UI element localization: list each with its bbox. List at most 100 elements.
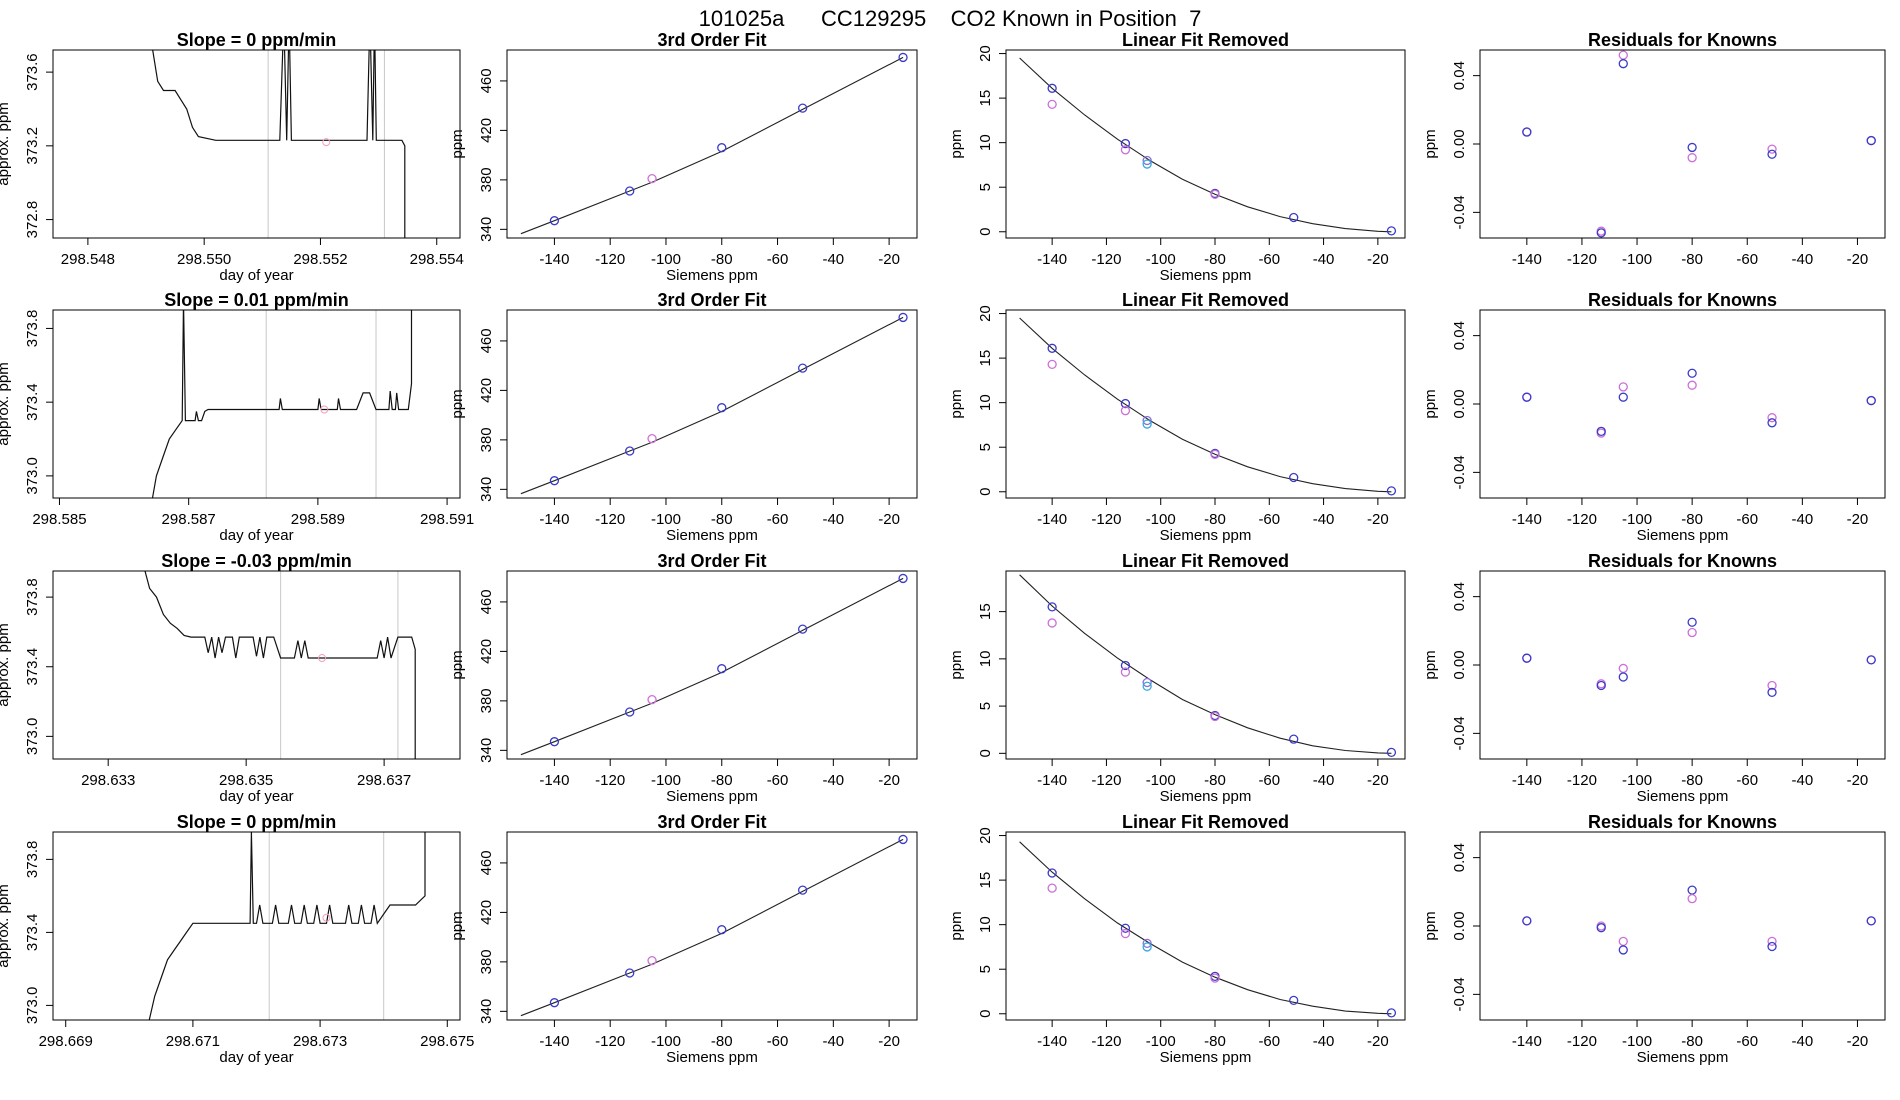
data-point bbox=[1687, 627, 1697, 638]
panel-row4-fit: 3rd Order Fit ppm Siemens ppm -140 -120 -100 -… bbox=[449, 812, 918, 1066]
data-point bbox=[1120, 138, 1131, 149]
panel-title: Residuals for Knowns bbox=[1588, 30, 1777, 50]
x-tick-label: -20 bbox=[878, 511, 900, 528]
x-tick-label: -40 bbox=[822, 511, 844, 528]
x-tick-label: -80 bbox=[1681, 772, 1703, 789]
plot-area bbox=[1522, 617, 1876, 697]
y-tick-label: 0.04 bbox=[1451, 843, 1468, 872]
x-tick-label: 298.637 bbox=[357, 772, 411, 789]
x-axis-label: Siemens ppm bbox=[666, 1049, 758, 1066]
y-tick-label: 373.4 bbox=[24, 648, 41, 686]
y-tick-label: 0.00 bbox=[1451, 389, 1468, 418]
y-tick-label: 15 bbox=[977, 90, 994, 107]
x-tick-label: -60 bbox=[767, 1033, 789, 1050]
y-axis-label: ppm bbox=[948, 911, 965, 940]
x-tick-label: -140 bbox=[539, 772, 569, 789]
data-point bbox=[1120, 398, 1131, 409]
data-point bbox=[1386, 1008, 1397, 1018]
panel-row2-residuals: Residuals for Knowns ppm Siemens ppm -140 -1… bbox=[1422, 290, 1886, 544]
series-marker bbox=[322, 913, 331, 922]
plot-area bbox=[148, 832, 426, 1020]
y-axis-label: ppm bbox=[948, 129, 965, 158]
x-tick-label: -120 bbox=[595, 1033, 625, 1050]
data-point bbox=[1767, 144, 1777, 154]
data-point bbox=[1618, 59, 1628, 69]
y-tick-label: 373.8 bbox=[24, 578, 41, 616]
panel-title: Slope = 0.01 ppm/min bbox=[164, 290, 349, 310]
data-point bbox=[1596, 923, 1606, 933]
y-tick-label: -0.04 bbox=[1451, 195, 1468, 229]
data-point bbox=[1142, 938, 1152, 949]
x-tick-label: -140 bbox=[1512, 772, 1542, 789]
x-tick-label: 298.675 bbox=[420, 1033, 474, 1050]
x-tick-label: 298.589 bbox=[291, 511, 345, 528]
y-tick-label: 373.0 bbox=[24, 987, 41, 1025]
x-tick-label: -20 bbox=[1847, 772, 1869, 789]
y-tick-label: 380 bbox=[478, 688, 495, 713]
x-tick-label: -140 bbox=[539, 511, 569, 528]
panel-row2-linear: Linear Fit Removed ppm Siemens ppm -140 -120… bbox=[948, 290, 1406, 544]
data-point bbox=[1596, 426, 1606, 436]
y-tick-label: 373.0 bbox=[24, 718, 41, 756]
x-tick-label: -60 bbox=[1736, 251, 1758, 268]
data-point bbox=[1142, 155, 1152, 166]
x-axis-label: Siemens ppm bbox=[666, 527, 758, 544]
plot-frame bbox=[1479, 49, 1886, 239]
data-point bbox=[1120, 928, 1131, 939]
x-axis-label: Siemens ppm bbox=[1160, 267, 1252, 284]
x-axis-label: day of year bbox=[219, 1049, 293, 1066]
panel-title: 3rd Order Fit bbox=[657, 30, 766, 50]
data-point bbox=[549, 998, 560, 1008]
x-tick-label: -100 bbox=[1622, 1033, 1652, 1050]
data-point bbox=[1210, 711, 1220, 722]
data-point bbox=[1618, 672, 1628, 682]
y-axis-label: ppm bbox=[948, 650, 965, 679]
data-point bbox=[549, 216, 560, 226]
x-tick-label: -60 bbox=[1736, 1033, 1758, 1050]
x-tick-label: -120 bbox=[1567, 772, 1597, 789]
y-axis-label: ppm bbox=[1422, 129, 1439, 158]
plot-area bbox=[1522, 50, 1876, 238]
plot-frame bbox=[506, 570, 918, 760]
x-tick-label: -20 bbox=[1367, 251, 1389, 268]
y-tick-label: 373.8 bbox=[24, 310, 41, 348]
x-tick-label: -120 bbox=[1567, 1033, 1597, 1050]
data-point bbox=[1289, 734, 1299, 744]
x-tick-label: -140 bbox=[1512, 511, 1542, 528]
x-tick-label: -100 bbox=[1146, 251, 1176, 268]
x-tick-label: -100 bbox=[1622, 772, 1652, 789]
x-tick-label: -40 bbox=[1313, 1033, 1335, 1050]
y-tick-label: 15 bbox=[977, 350, 994, 367]
plot-frame bbox=[52, 49, 461, 239]
plot-area bbox=[152, 50, 406, 238]
data-point bbox=[1120, 406, 1131, 416]
data-point bbox=[1047, 343, 1057, 353]
x-tick-label: -140 bbox=[1037, 772, 1067, 789]
x-tick-label: -120 bbox=[1091, 511, 1121, 528]
y-tick-label: 420 bbox=[478, 639, 495, 664]
data-point bbox=[717, 143, 727, 153]
y-tick-label: -0.04 bbox=[1451, 977, 1468, 1011]
x-tick-label: -80 bbox=[1681, 511, 1703, 528]
x-axis-label: day of year bbox=[219, 527, 293, 544]
data-point bbox=[1289, 995, 1299, 1006]
plot-frame bbox=[52, 309, 461, 499]
data-point bbox=[1047, 618, 1057, 628]
y-tick-label: 373.6 bbox=[24, 53, 41, 91]
data-point bbox=[797, 103, 808, 113]
panel-row1-linear: Linear Fit Removed ppm Siemens ppm -140 -120… bbox=[948, 30, 1406, 284]
data-point bbox=[1386, 747, 1397, 758]
fit-curve bbox=[1019, 317, 1392, 493]
data-point bbox=[1047, 99, 1057, 110]
plot-frame bbox=[506, 49, 918, 239]
y-tick-label: 0 bbox=[977, 228, 994, 236]
y-axis-label: approx. ppm bbox=[0, 884, 12, 967]
data-point bbox=[549, 476, 560, 486]
y-tick-label: 373.2 bbox=[24, 127, 41, 165]
x-tick-label: -120 bbox=[595, 511, 625, 528]
series-line bbox=[144, 571, 416, 759]
y-axis-label: approx. ppm bbox=[0, 362, 12, 445]
y-axis-label: ppm bbox=[1422, 650, 1439, 679]
y-tick-label: 340 bbox=[478, 738, 495, 763]
plot-area bbox=[1522, 885, 1876, 955]
